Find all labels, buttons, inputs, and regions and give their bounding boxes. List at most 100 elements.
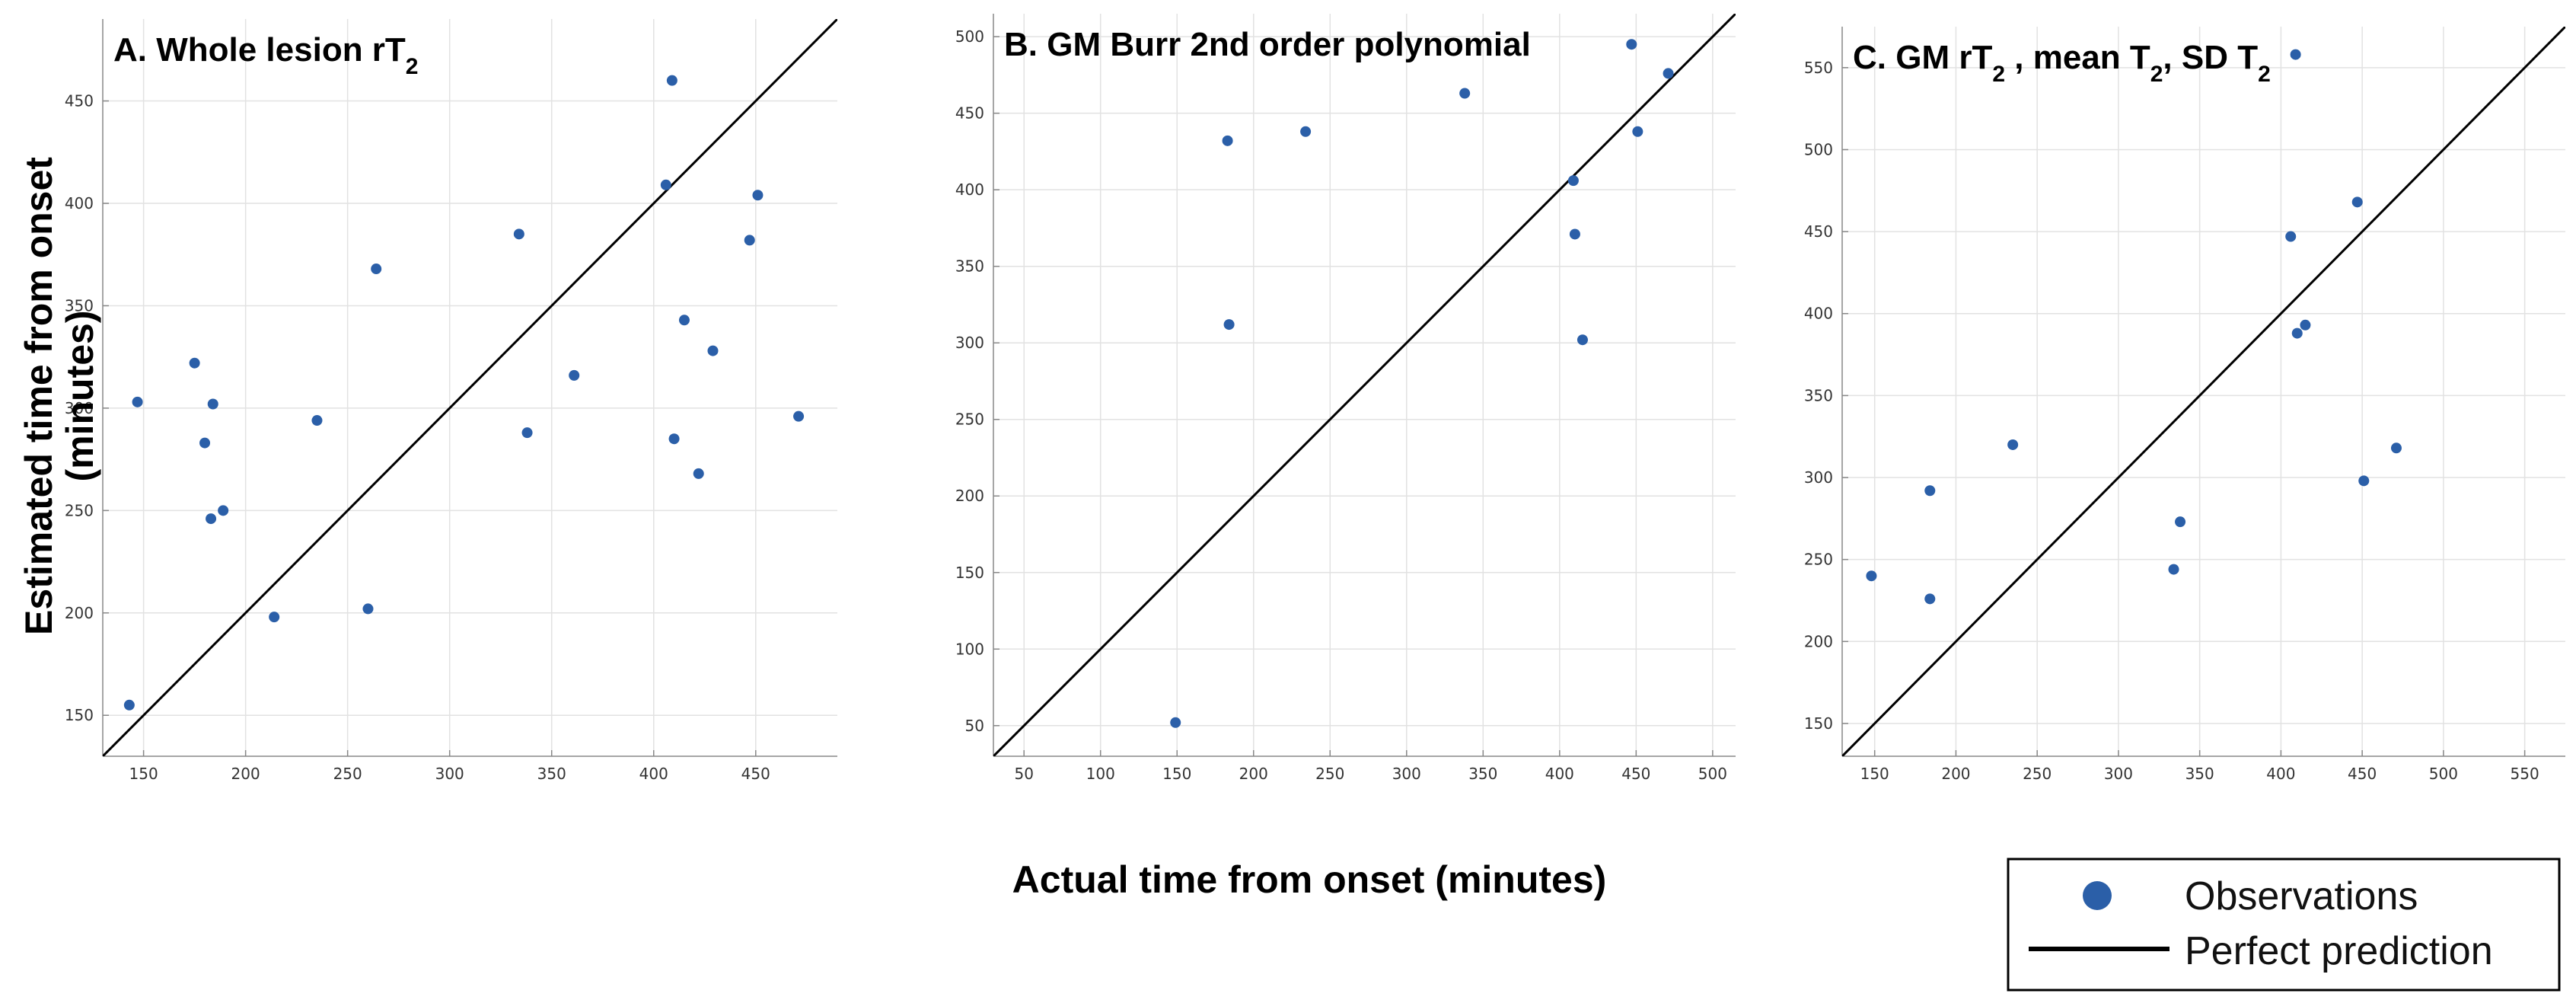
observation-point <box>311 415 323 426</box>
y-axis-label-line1: Estimated time from onset <box>18 157 60 635</box>
y-tick-label: 350 <box>65 296 94 315</box>
x-tick-label: 100 <box>1086 765 1115 783</box>
y-tick-label: 200 <box>955 487 984 505</box>
observation-point <box>1626 39 1637 50</box>
panel-title: A. Whole lesion rT2 <box>113 31 418 79</box>
panel-title-subscript: 2 <box>1992 62 2005 87</box>
y-tick-label: 450 <box>1804 222 1833 241</box>
observation-point <box>2285 231 2297 242</box>
y-tick-label: 550 <box>1804 59 1833 77</box>
y-tick-label: 150 <box>955 564 984 582</box>
observation-point <box>1170 717 1181 728</box>
y-axis-label-line2: (minutes) <box>59 311 101 482</box>
observation-point <box>269 612 280 623</box>
panel-title-main: C. GM rT <box>1853 39 1992 76</box>
observation-point <box>744 235 755 246</box>
observation-point <box>1577 334 1588 346</box>
panel-title-subscript: 2 <box>2150 62 2163 87</box>
observation-point <box>707 345 719 356</box>
y-tick-label: 200 <box>65 604 94 622</box>
panel-title-subscript: 2 <box>2258 62 2271 87</box>
observation-point <box>1569 228 1580 240</box>
x-tick-label: 350 <box>2185 765 2214 783</box>
y-tick-label: 400 <box>1804 305 1833 323</box>
panel-title-cont: , mean T <box>2005 39 2150 76</box>
x-tick-label: 350 <box>537 765 566 783</box>
panel-title-cont: , SD T <box>2163 39 2258 76</box>
x-tick-label: 300 <box>435 765 464 783</box>
observation-point <box>199 437 211 449</box>
x-tick-label: 150 <box>129 765 158 783</box>
legend: Observations Perfect prediction <box>2007 858 2561 992</box>
observation-point <box>1222 135 1233 146</box>
y-tick-label: 300 <box>955 334 984 352</box>
observation-point <box>207 398 218 410</box>
observation-point <box>666 75 677 86</box>
observation-point <box>1866 570 1877 582</box>
y-tick-label: 150 <box>65 706 94 724</box>
legend-observations-marker <box>2083 881 2112 910</box>
scatter-panel-3: 150 200 250 300 350 400 450 500 550 150 200 250 300 3… <box>1804 27 2565 783</box>
x-tick-label: 250 <box>333 765 362 783</box>
x-tick-label: 200 <box>1239 765 1268 783</box>
observation-point <box>752 190 764 201</box>
panel-title: B. GM Burr 2nd order polynomial <box>1004 26 1531 63</box>
y-tick-label: 400 <box>65 194 94 212</box>
x-tick-label: 450 <box>741 765 770 783</box>
x-tick-label: 350 <box>1468 765 1497 783</box>
observation-point <box>793 410 805 422</box>
observation-point <box>569 369 580 381</box>
observation-point <box>132 396 143 407</box>
observation-point <box>1924 485 1936 497</box>
x-tick-label: 500 <box>1698 765 1727 783</box>
x-tick-label: 300 <box>2104 765 2133 783</box>
y-tick-label: 500 <box>955 27 984 46</box>
perfect-prediction-line <box>993 14 1736 756</box>
observation-point <box>521 427 533 439</box>
observation-point <box>2390 442 2402 454</box>
x-tick-label: 450 <box>1621 765 1650 783</box>
panel-title-main: B. GM Burr 2nd order polynomial <box>1004 26 1531 63</box>
x-tick-label: 400 <box>2266 765 2295 783</box>
legend-box <box>2007 858 2561 992</box>
observation-point <box>1567 175 1579 187</box>
observation-point <box>362 603 374 615</box>
y-tick-label: 300 <box>65 399 94 417</box>
y-tick-label: 450 <box>955 104 984 123</box>
observation-point <box>371 264 382 275</box>
observation-point <box>693 468 704 479</box>
observation-point <box>2358 475 2370 487</box>
observation-point <box>2351 196 2363 208</box>
panel-title-main: A. Whole lesion rT <box>113 31 406 69</box>
x-tick-label: 200 <box>231 765 260 783</box>
perfect-prediction-line <box>103 19 837 756</box>
observation-point <box>1924 593 1936 605</box>
y-tick-label: 50 <box>965 717 984 735</box>
y-tick-label: 100 <box>955 640 984 658</box>
observation-point <box>668 433 680 445</box>
y-tick-label: 250 <box>955 410 984 429</box>
observation-point <box>1223 319 1235 331</box>
observation-point <box>2290 49 2301 60</box>
observation-point <box>660 179 671 190</box>
observation-point <box>513 228 524 240</box>
x-tick-label: 550 <box>2511 765 2539 783</box>
x-tick-label: 500 <box>2429 765 2458 783</box>
x-tick-label: 450 <box>2348 765 2377 783</box>
observation-point <box>2175 516 2186 528</box>
x-tick-label: 250 <box>1315 765 1344 783</box>
x-tick-label: 400 <box>639 765 668 783</box>
scatter-panel-2: 50 100 150 200 250 300 350 400 450 500 50 100 150 200… <box>955 14 1736 783</box>
y-tick-label: 250 <box>1804 551 1833 569</box>
x-tick-label: 250 <box>2023 765 2052 783</box>
panel-title: C. GM rT2 , mean T2, SD T2 <box>1853 39 2271 87</box>
observation-point <box>2291 327 2303 339</box>
y-tick-label: 500 <box>1804 140 1833 158</box>
x-tick-label: 200 <box>1941 765 1970 783</box>
x-tick-label: 300 <box>1392 765 1421 783</box>
observation-point <box>1663 68 1674 79</box>
observation-point <box>123 699 135 711</box>
x-tick-label: 150 <box>1162 765 1191 783</box>
x-tick-label: 150 <box>1860 765 1889 783</box>
